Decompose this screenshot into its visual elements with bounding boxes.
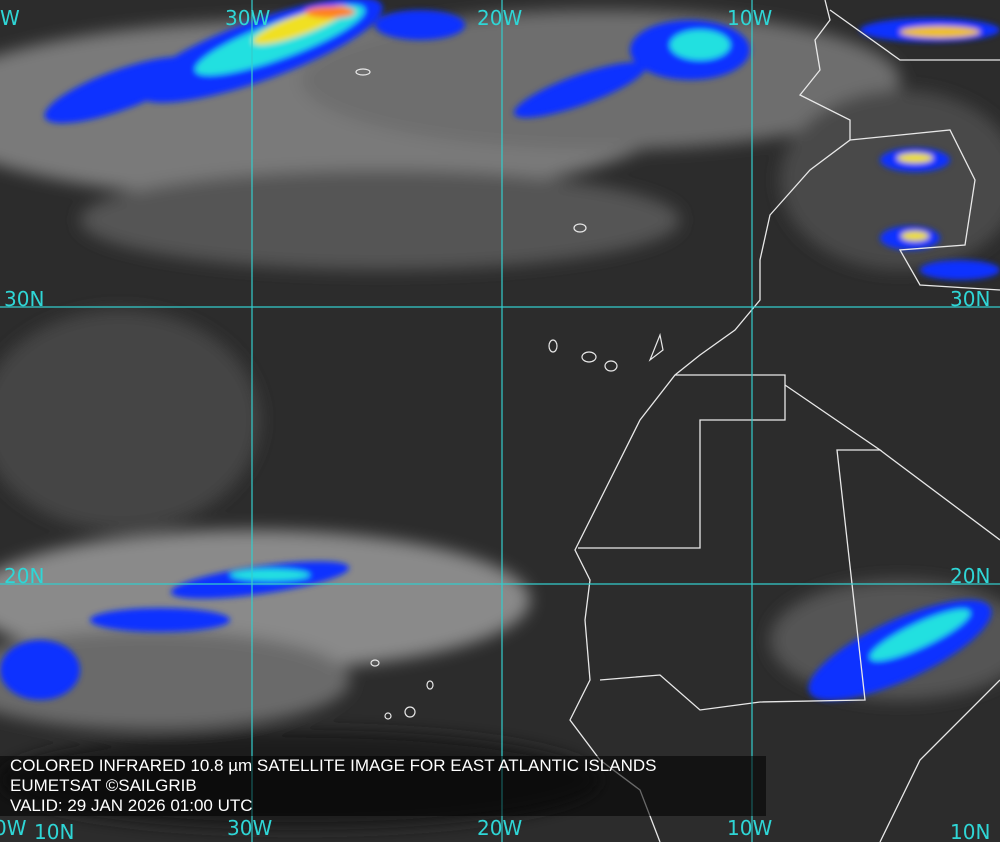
bottom-label-40w: 0W	[0, 816, 27, 840]
left-label-10n: 10N	[34, 820, 75, 842]
top-label-10w: 10W	[727, 6, 773, 30]
caption-credit: EUMETSAT ©SAILGRIB	[10, 776, 197, 795]
right-label-30n: 30N	[950, 287, 991, 311]
islands	[355, 68, 664, 720]
caption-valid-time: VALID: 29 JAN 2026 01:00 UTC	[10, 796, 253, 815]
image-caption: COLORED INFRARED 10.8 µm SATELLITE IMAGE…	[0, 756, 766, 816]
left-label-20n: 20N	[4, 564, 45, 588]
top-label-30w: 30W	[225, 6, 271, 30]
right-label-20n: 20N	[950, 564, 991, 588]
coastlines-borders	[569, 0, 1000, 842]
right-label-10n: 10N	[950, 820, 991, 842]
bottom-label-20w: 20W	[477, 816, 523, 840]
cold-cloud-tops	[0, 0, 1000, 701]
caption-title: COLORED INFRARED 10.8 µm SATELLITE IMAGE…	[10, 756, 657, 775]
bottom-label-30w: 30W	[227, 816, 273, 840]
top-label-20w: 20W	[477, 6, 523, 30]
bottom-label-10w: 10W	[727, 816, 773, 840]
top-label-40w: W	[0, 6, 20, 30]
left-label-30n: 30N	[4, 287, 45, 311]
